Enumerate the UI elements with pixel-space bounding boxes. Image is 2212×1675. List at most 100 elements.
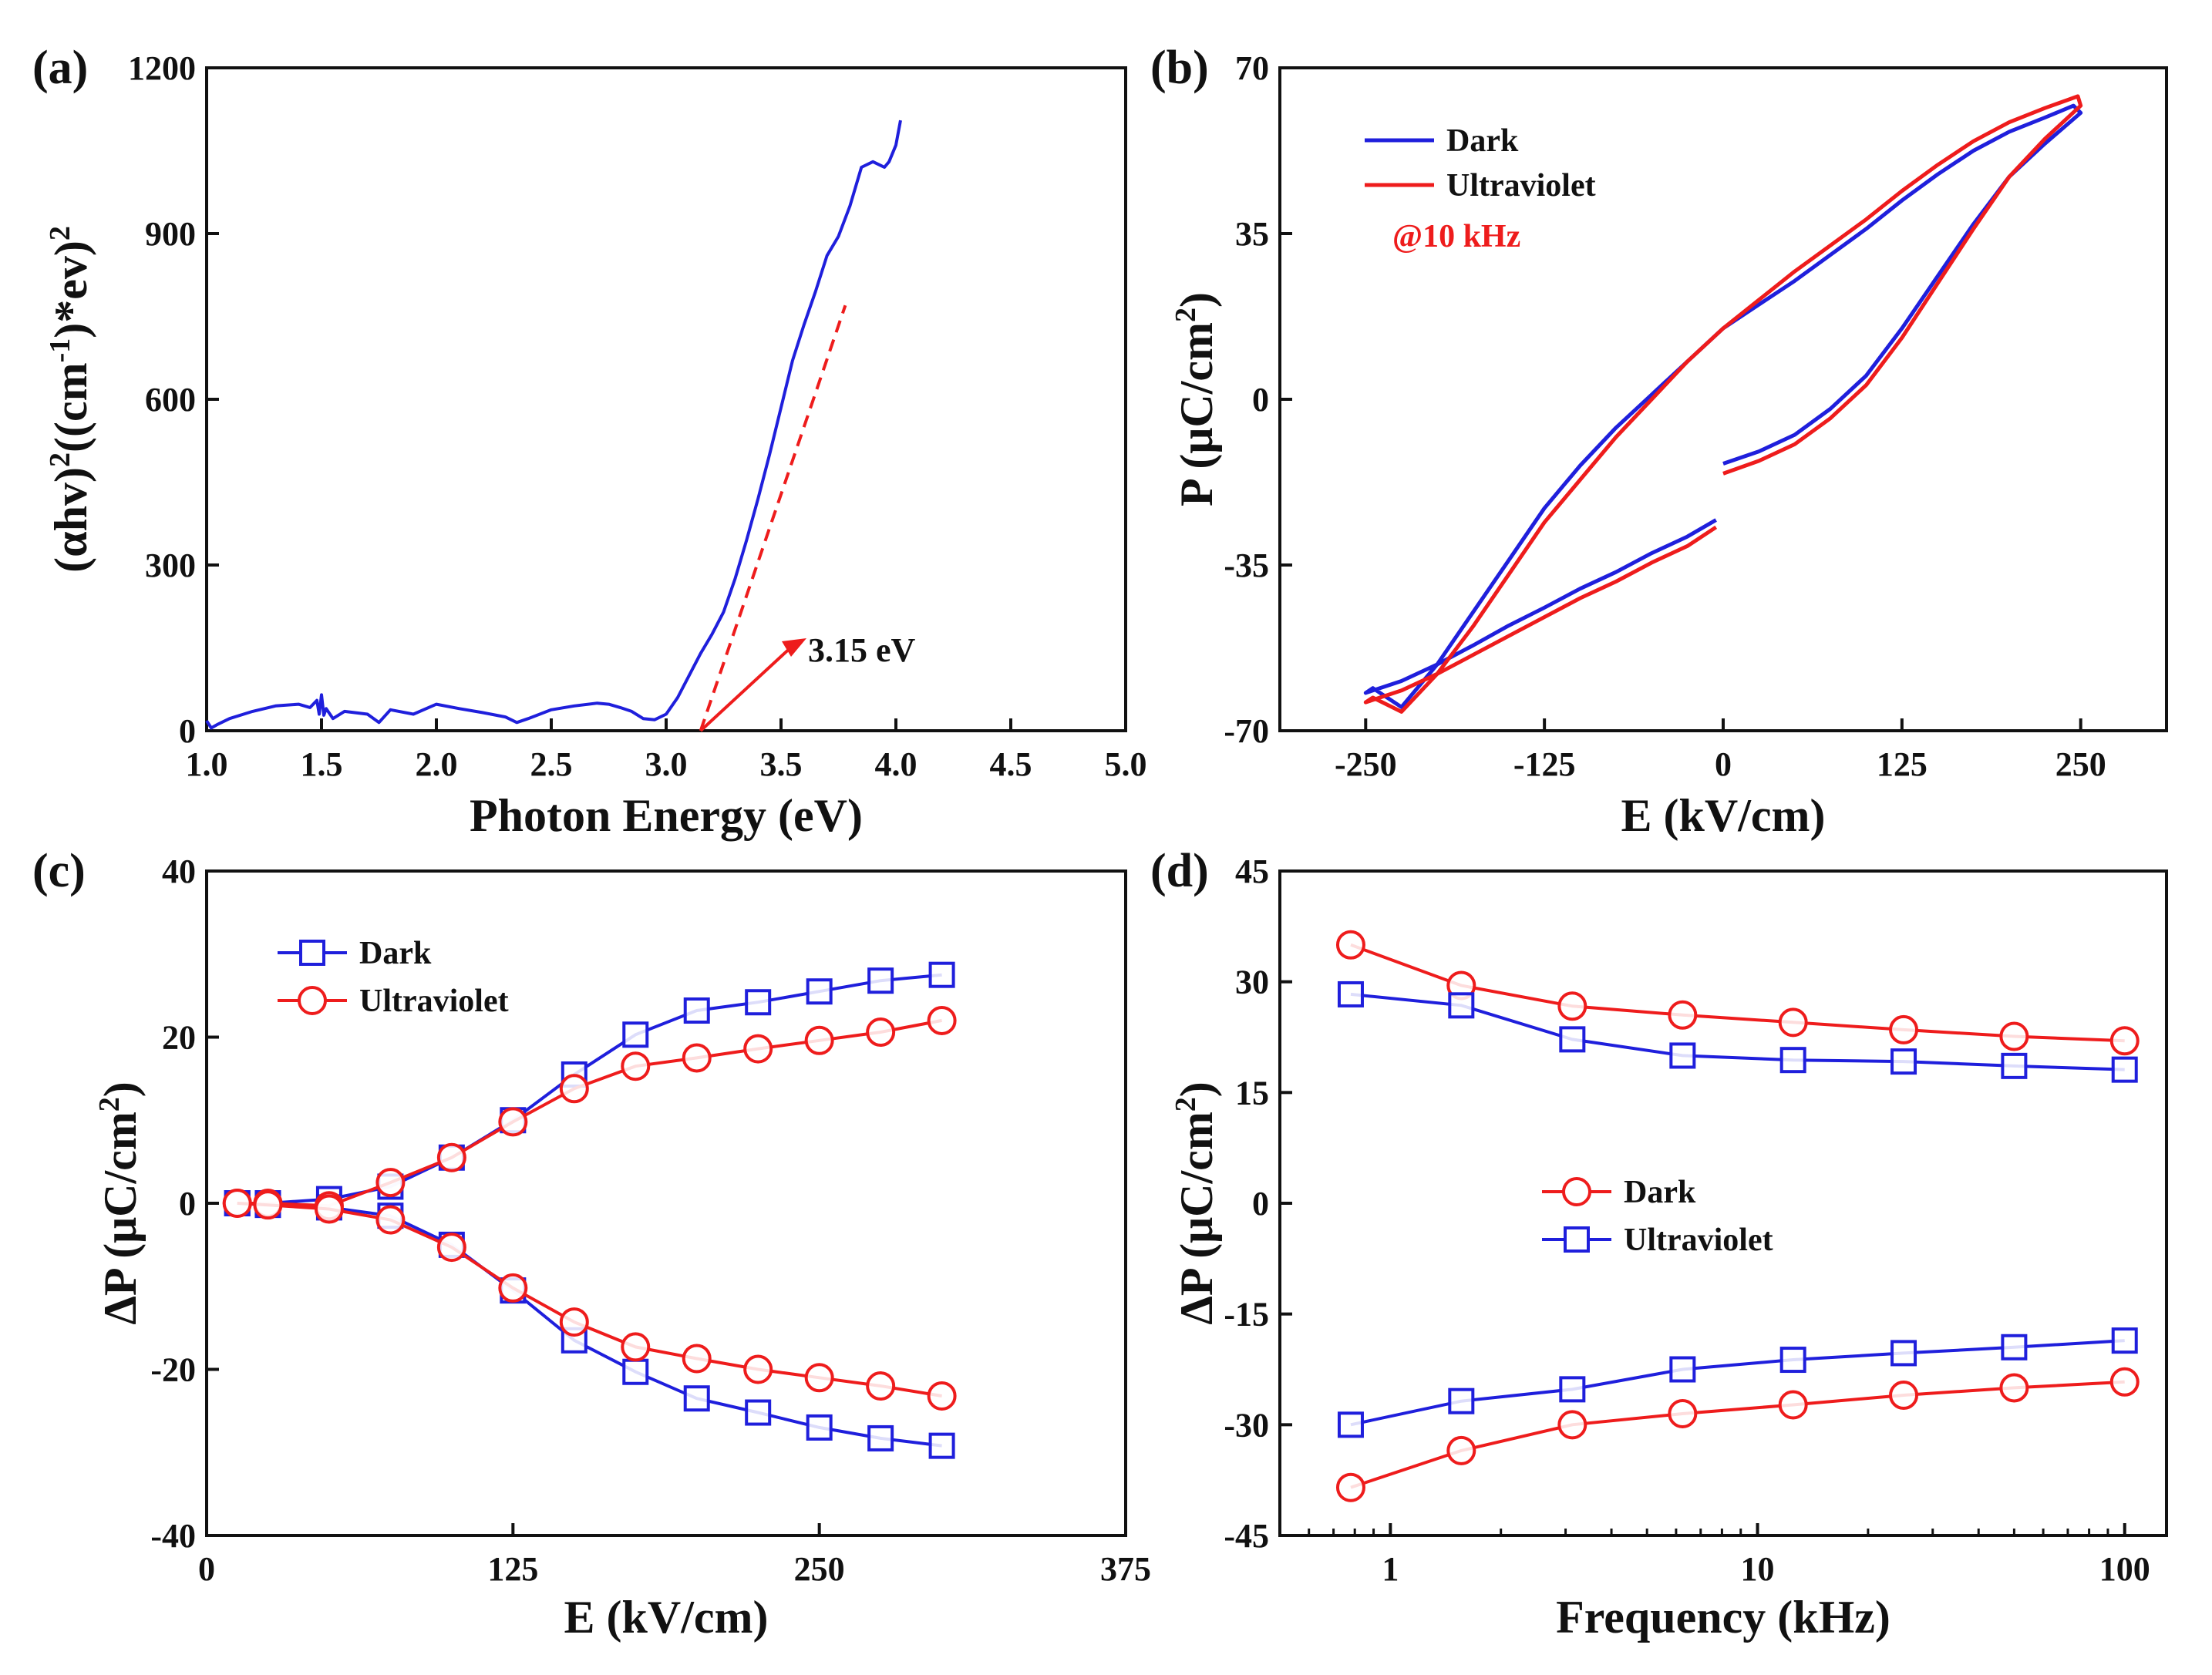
panel-d-point-dark-positive-5 <box>1889 1014 1919 1044</box>
panel-b-y-tick-label-2: 0 <box>1252 381 1269 419</box>
panel-c-point-uv-negative-1 <box>253 1190 283 1220</box>
panel-c-legend-dark-label: Dark <box>359 936 432 971</box>
panel-d-chart: (d) -45 -30 -15 0 15 30 45 1 10 100 Frequency (kH… <box>1150 845 2168 1643</box>
panel-c-y-tick-label-2: 0 <box>179 1185 196 1223</box>
panel-c-point-uv-positive-9 <box>743 1034 773 1064</box>
panel-d-point-dark-positive-0 <box>1335 930 1365 960</box>
panel-c-point-dark-negative-8 <box>683 1385 710 1412</box>
panel-d-point-uv-negative-1 <box>1448 1387 1475 1414</box>
panel-a-y-tick-label-2: 600 <box>145 381 196 419</box>
panel-c-x-tick-label-2: 250 <box>794 1550 845 1588</box>
panel-c-point-uv-negative-7 <box>621 1332 651 1362</box>
panel-d-point-uv-positive-1 <box>1448 992 1475 1019</box>
panel-d-point-dark-negative-7 <box>2109 1367 2140 1397</box>
panel-c-plot-frame <box>205 869 1127 1537</box>
panel-c-point-uv-positive-6 <box>559 1074 589 1104</box>
panel-c-line-dark-positive <box>237 973 942 1205</box>
panel-a-plot-frame <box>205 66 1127 732</box>
panel-a-x-tick-label-4: 3.0 <box>645 745 688 783</box>
panel-c-point-uv-negative-0 <box>222 1189 252 1218</box>
panel-d-point-uv-positive-0 <box>1337 980 1364 1007</box>
panel-d-point-dark-negative-4 <box>1778 1390 1808 1420</box>
panel-a-fit-line <box>699 304 847 732</box>
panel-d-point-dark-negative-0 <box>1335 1472 1365 1502</box>
panel-a-y-tick-label-0: 0 <box>179 712 196 750</box>
panel-b-x-tick-label-0: -250 <box>1335 745 1397 783</box>
panel-d-x-tick-label-1: 10 <box>1741 1550 1775 1588</box>
panel-c-marks <box>222 961 957 1459</box>
panel-c-point-uv-positive-11 <box>866 1017 896 1048</box>
panel-d-point-dark-negative-1 <box>1446 1435 1476 1465</box>
panel-c-point-dark-negative-11 <box>867 1424 894 1451</box>
panel-a-annotation-arrow <box>699 643 796 732</box>
panel-d-point-uv-positive-4 <box>1779 1047 1806 1074</box>
panel-a-marks <box>205 119 902 732</box>
panel-b-y-tick-label-0: -70 <box>1224 712 1269 750</box>
panel-c-point-dark-negative-10 <box>806 1414 833 1441</box>
panel-b-x-tick-label-3: 125 <box>1877 745 1928 783</box>
panel-c-line-uv-negative <box>237 1202 942 1398</box>
panel-b-x-tick-label-4: 250 <box>2055 745 2106 783</box>
panel-c-label: (c) <box>32 845 86 897</box>
panel-c-point-uv-negative-8 <box>682 1344 712 1374</box>
panel-b-frequency-note: @10 kHz <box>1392 219 1520 254</box>
panel-d-point-uv-positive-5 <box>1890 1048 1917 1075</box>
panel-c-point-uv-positive-3 <box>375 1168 406 1198</box>
panel-d-point-uv-negative-2 <box>1559 1376 1586 1403</box>
panel-c-point-uv-negative-12 <box>927 1381 957 1411</box>
panel-d-y-axis-title: ΔP (μC/cm2) <box>1170 1081 1222 1325</box>
panel-c-legend-uv-marker <box>298 986 327 1015</box>
panel-d-x-axis-title: Frequency (kHz) <box>1556 1592 1890 1643</box>
panel-c-point-uv-negative-10 <box>804 1363 834 1393</box>
panel-d-marks <box>1335 930 2140 1502</box>
panel-c-point-uv-negative-6 <box>559 1307 589 1337</box>
panel-b-ticks: -70 -35 0 35 70 -250 -125 0 125 250 <box>1224 49 2106 783</box>
panel-c-y-axis-title: ΔP (μC/cm2) <box>93 1081 146 1325</box>
panel-b-label: (b) <box>1150 42 1209 94</box>
panel-a-bandgap-annotation: 3.15 eV <box>808 631 916 669</box>
panel-c-x-axis-title: E (kV/cm) <box>564 1592 769 1643</box>
panel-c-point-uv-negative-4 <box>436 1233 466 1263</box>
panel-d-point-dark-negative-3 <box>1668 1398 1698 1428</box>
panel-c-y-tick-label-3: 20 <box>162 1019 196 1057</box>
panel-a-y-tick-label-3: 900 <box>145 215 196 253</box>
panel-d-label: (d) <box>1150 845 1209 897</box>
panel-a-y-axis-title: (αhv)2((cm-1)*ev)2 <box>44 226 96 573</box>
panel-b-x-axis-title: E (kV/cm) <box>1621 790 1826 841</box>
panel-d-y-tick-label-2: -15 <box>1224 1296 1269 1334</box>
panel-d-point-uv-negative-3 <box>1669 1356 1696 1383</box>
panel-b-legend-uv-label: Ultraviolet <box>1446 168 1596 203</box>
panel-d-x-tick-label-0: 1 <box>1382 1550 1399 1588</box>
panel-c-point-dark-positive-8 <box>683 997 710 1024</box>
panel-d-y-tick-label-0: -45 <box>1224 1517 1269 1555</box>
panel-c-point-dark-positive-11 <box>867 967 894 994</box>
panel-a-x-tick-label-8: 5.0 <box>1105 745 1147 783</box>
panel-d-point-uv-negative-4 <box>1779 1347 1806 1374</box>
panel-c-x-tick-label-3: 375 <box>1100 1550 1151 1588</box>
panel-b-chart: (b) -70 -35 0 35 70 -250 -125 0 125 250 E (kV/cm)… <box>1150 42 2168 841</box>
panel-d-point-uv-positive-2 <box>1559 1026 1586 1053</box>
panel-c-point-dark-positive-12 <box>928 961 955 988</box>
panel-c-point-uv-positive-8 <box>682 1043 712 1073</box>
panel-d-point-uv-negative-5 <box>1890 1340 1917 1367</box>
panel-d-y-tick-label-3: 0 <box>1252 1185 1269 1223</box>
panel-d-point-uv-positive-7 <box>2111 1056 2138 1083</box>
panel-a-x-tick-label-2: 2.0 <box>416 745 458 783</box>
panel-c-point-uv-negative-11 <box>866 1371 896 1401</box>
panel-c-point-uv-negative-3 <box>375 1205 406 1235</box>
panel-b-y-tick-label-1: -35 <box>1224 547 1269 584</box>
panel-b-marks <box>1363 94 2083 714</box>
panel-b-x-tick-label-1: -125 <box>1513 745 1576 783</box>
panel-c-y-tick-label-0: -40 <box>150 1517 196 1555</box>
panel-d-point-dark-positive-2 <box>1557 991 1587 1021</box>
panel-c-point-uv-negative-5 <box>498 1273 528 1303</box>
panel-c-point-dark-negative-9 <box>745 1399 772 1426</box>
panel-c-x-tick-label-1: 125 <box>487 1550 538 1588</box>
panel-b-y-tick-label-3: 35 <box>1235 215 1269 253</box>
panel-a-ticks: 0 300 600 900 1200 1.0 1.5 2.0 2.5 3.0 3.5 4.0 4.5 5.… <box>128 49 1147 783</box>
panel-c-point-dark-negative-12 <box>928 1432 955 1459</box>
panel-b-loop-uv <box>1363 94 2083 714</box>
panel-b-y-axis-title: P (μC/cm2) <box>1170 292 1222 506</box>
panel-d-legend-dark-label: Dark <box>1624 1175 1696 1210</box>
